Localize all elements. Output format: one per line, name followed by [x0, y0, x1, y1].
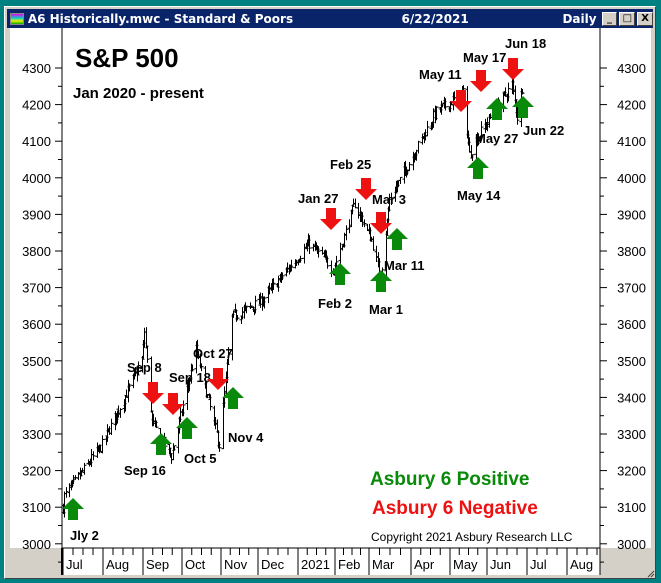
y-tick-label-left: 3500 — [22, 354, 51, 369]
y-tick-label-right: 3000 — [617, 537, 646, 552]
annotation-label-positive: Jly 2 — [70, 528, 99, 543]
annotation-label-negative: Sep 8 — [127, 360, 162, 375]
annotation-label-positive: Feb 2 — [318, 296, 352, 311]
red-down-arrow-icon — [320, 208, 342, 230]
y-tick-label-right: 3100 — [617, 500, 646, 515]
annotation-label-negative: Jun 18 — [505, 36, 546, 51]
legend-negative: Asbury 6 Negative — [372, 498, 538, 519]
y-tick-label-left: 4200 — [22, 98, 51, 113]
y-tick-label-left: 3200 — [22, 464, 51, 479]
y-tick-label-right: 3500 — [617, 354, 646, 369]
y-tick-label-left: 3300 — [22, 427, 51, 442]
x-tick-label: Nov — [224, 557, 248, 572]
chart-subtitle: Jan 2020 - present — [73, 85, 204, 102]
x-tick-label: May — [453, 557, 478, 572]
annotation-label-negative: Jan 27 — [298, 191, 338, 206]
app-icon — [10, 12, 24, 25]
resize-grip-icon — [647, 570, 655, 578]
copyright-text: Copyright 2021 Asbury Research LLC — [371, 530, 573, 544]
y-tick-label-left: 4100 — [22, 134, 51, 149]
x-tick-label: Feb — [338, 557, 360, 572]
y-tick-label-right: 3300 — [617, 427, 646, 442]
plot-background — [10, 28, 651, 548]
annotation-label-positive: Jun 22 — [523, 123, 564, 138]
red-down-arrow-icon — [207, 368, 229, 390]
annotation-label-positive: Sep 16 — [124, 463, 166, 478]
annotation-label-positive: Nov 4 — [228, 430, 264, 445]
annotation-label-positive: May 27 — [475, 131, 518, 146]
red-down-arrow-icon — [502, 58, 524, 80]
x-tick-label: Mar — [372, 557, 395, 572]
green-up-arrow-icon — [512, 96, 534, 118]
green-up-arrow-icon — [329, 263, 351, 285]
green-up-arrow-icon — [222, 387, 244, 409]
annotation-label-negative: May 17 — [463, 50, 506, 65]
green-up-arrow-icon — [370, 270, 392, 292]
annotation-label-negative: Mar 3 — [372, 192, 406, 207]
legend-positive: Asbury 6 Positive — [370, 469, 529, 490]
annotation-label-negative: Oct 27 — [193, 346, 233, 361]
x-tick-label: Aug — [570, 557, 593, 572]
x-tick-label: Oct — [185, 557, 206, 572]
green-up-arrow-icon — [467, 157, 489, 179]
green-up-arrow-icon — [62, 498, 84, 520]
y-tick-label-right: 3800 — [617, 244, 646, 259]
y-tick-label-right: 4300 — [617, 61, 646, 76]
minimize-button[interactable]: _ — [601, 11, 618, 26]
y-tick-label-left: 3900 — [22, 207, 51, 222]
red-down-arrow-icon — [142, 382, 164, 404]
green-up-arrow-icon — [386, 228, 408, 250]
y-tick-label-right: 4200 — [617, 98, 646, 113]
chart-title: S&P 500 — [75, 43, 179, 73]
close-button[interactable]: X — [637, 11, 654, 26]
green-up-arrow-icon — [486, 98, 508, 120]
x-tick-label: Jul — [530, 557, 547, 572]
y-tick-label-right: 3600 — [617, 317, 646, 332]
annotation-label-negative: May 11 — [419, 67, 462, 82]
y-tick-label-right: 4100 — [617, 134, 646, 149]
annotation-label-negative: Sep 18 — [169, 370, 211, 385]
annotation-label-positive: Mar 1 — [369, 302, 403, 317]
y-tick-label-left: 4000 — [22, 171, 51, 186]
maximize-button[interactable]: □ — [619, 11, 636, 26]
y-tick-label-right: 3200 — [617, 464, 646, 479]
green-up-arrow-icon — [176, 417, 198, 439]
x-tick-label: 2021 — [301, 557, 330, 572]
x-axis-panel — [62, 548, 600, 575]
y-tick-label-left: 3800 — [22, 244, 51, 259]
y-tick-label-right: 4000 — [617, 171, 646, 186]
red-down-arrow-icon — [370, 212, 392, 234]
x-tick-label: Sep — [146, 557, 169, 572]
y-tick-label-left: 3400 — [22, 390, 51, 405]
x-tick-label: Apr — [414, 557, 435, 572]
title-bar[interactable]: A6 Historically.mwc - Standard & Poors 6… — [7, 9, 654, 28]
period-label[interactable]: Daily — [562, 11, 597, 26]
y-tick-label-left: 3700 — [22, 281, 51, 296]
y-tick-label-left: 3600 — [22, 317, 51, 332]
x-tick-label: Jul — [66, 557, 83, 572]
annotation-label-positive: Oct 5 — [184, 451, 217, 466]
annotation-label-positive: May 14 — [457, 188, 501, 203]
y-tick-label-right: 3400 — [617, 390, 646, 405]
y-tick-label-right: 3900 — [617, 207, 646, 222]
window-title: A6 Historically.mwc - Standard & Poors — [27, 11, 294, 26]
window-date: 6/22/2021 — [401, 11, 469, 26]
red-down-arrow-icon — [355, 178, 377, 200]
red-down-arrow-icon — [162, 393, 184, 415]
y-tick-label-left: 4300 — [22, 61, 51, 76]
x-tick-label: Aug — [106, 557, 129, 572]
x-tick-label: Jun — [490, 557, 511, 572]
annotation-label-negative: Feb 25 — [330, 157, 371, 172]
y-tick-label-left: 3000 — [22, 537, 51, 552]
annotation-label-positive: Mar 11 — [384, 258, 424, 273]
red-down-arrow-icon — [470, 70, 492, 92]
y-tick-label-left: 3100 — [22, 500, 51, 515]
green-up-arrow-icon — [150, 433, 172, 455]
red-down-arrow-icon — [450, 90, 472, 112]
x-tick-label: Dec — [261, 557, 285, 572]
y-tick-label-right: 3700 — [617, 281, 646, 296]
